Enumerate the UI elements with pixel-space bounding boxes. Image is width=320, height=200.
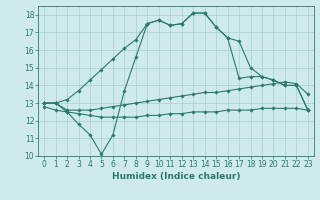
X-axis label: Humidex (Indice chaleur): Humidex (Indice chaleur) xyxy=(112,172,240,181)
